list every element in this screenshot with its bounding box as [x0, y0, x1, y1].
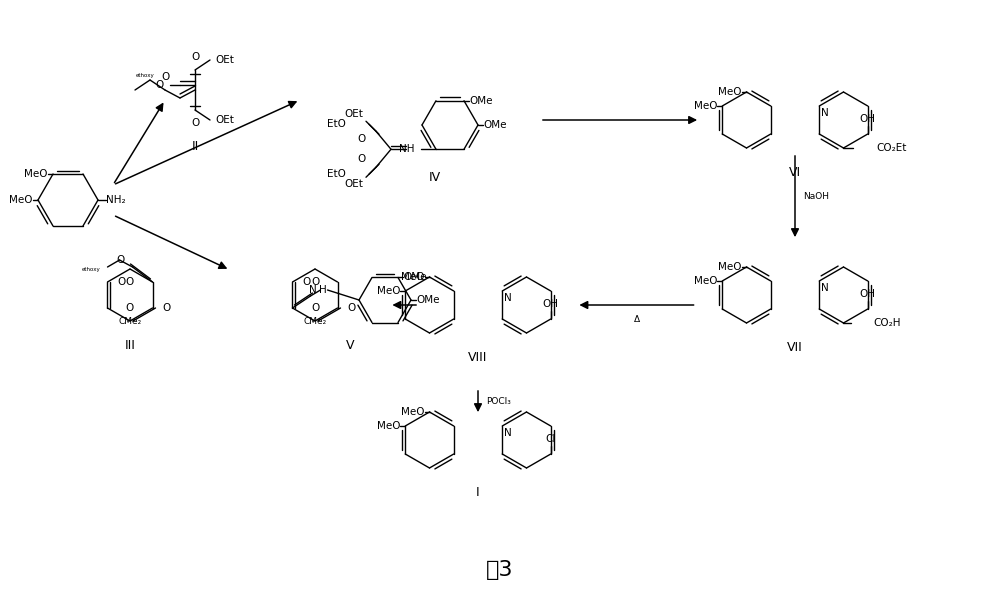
Text: MeO: MeO — [401, 407, 425, 417]
Text: 式3: 式3 — [486, 560, 514, 580]
Text: O: O — [117, 277, 126, 287]
Text: OEt: OEt — [215, 115, 234, 125]
Text: CO₂Et: CO₂Et — [876, 143, 907, 153]
Text: OH: OH — [860, 114, 876, 124]
Text: MeO: MeO — [377, 286, 400, 296]
Text: V: V — [346, 339, 354, 352]
Text: ethoxy: ethoxy — [82, 267, 101, 273]
Text: O: O — [116, 255, 125, 265]
Text: N: N — [821, 283, 829, 293]
Text: H: H — [319, 285, 326, 295]
Text: O: O — [126, 277, 134, 287]
Text: MeO: MeO — [10, 195, 33, 205]
Text: NaOH: NaOH — [803, 192, 829, 201]
Text: O: O — [348, 303, 356, 313]
Text: N: N — [504, 293, 512, 303]
Text: OH: OH — [860, 289, 876, 299]
Text: EtO: EtO — [327, 119, 346, 129]
Text: OMe: OMe — [416, 295, 440, 305]
Text: O: O — [163, 303, 171, 313]
Text: NH₂: NH₂ — [106, 195, 126, 205]
Text: O: O — [311, 277, 319, 287]
Text: III: III — [125, 339, 135, 352]
Text: Cl: Cl — [546, 434, 556, 444]
Text: N: N — [504, 428, 512, 438]
Text: N: N — [309, 285, 316, 295]
Text: O: O — [161, 72, 169, 82]
Text: OMe: OMe — [469, 96, 492, 106]
Text: O: O — [358, 154, 366, 164]
Text: VII: VII — [787, 341, 803, 354]
Text: OEt: OEt — [344, 109, 363, 119]
Text: IV: IV — [429, 171, 441, 184]
Text: NH: NH — [398, 144, 414, 154]
Text: O: O — [156, 80, 164, 90]
Text: CO₂H: CO₂H — [873, 318, 901, 328]
Text: OMe: OMe — [403, 273, 426, 283]
Text: POCl₃: POCl₃ — [486, 397, 511, 406]
Text: I: I — [476, 486, 480, 499]
Text: VIII: VIII — [468, 351, 488, 364]
Text: O: O — [311, 303, 319, 313]
Text: Δ: Δ — [633, 315, 640, 324]
Text: O: O — [302, 277, 311, 287]
Text: MeO: MeO — [718, 87, 742, 97]
Text: MeO: MeO — [24, 169, 48, 179]
Text: ethoxy: ethoxy — [136, 72, 154, 78]
Text: EtO: EtO — [327, 169, 346, 179]
Text: MeO: MeO — [694, 101, 717, 111]
Text: CMe₂: CMe₂ — [303, 316, 327, 326]
Text: OMe: OMe — [483, 120, 507, 130]
Text: VI: VI — [789, 166, 801, 179]
Text: OH: OH — [543, 299, 559, 309]
Text: MeO: MeO — [377, 421, 400, 431]
Text: O: O — [191, 52, 199, 62]
Text: N: N — [821, 108, 829, 118]
Text: II: II — [191, 140, 199, 153]
Text: O: O — [191, 118, 199, 128]
Text: OEt: OEt — [344, 179, 363, 189]
Text: OEt: OEt — [215, 55, 234, 65]
Text: O: O — [358, 134, 366, 144]
Text: MeO: MeO — [401, 272, 425, 282]
Text: O: O — [126, 303, 134, 313]
Text: CMe₂: CMe₂ — [118, 316, 142, 326]
Text: MeO: MeO — [718, 262, 742, 272]
Text: MeO: MeO — [694, 276, 717, 286]
